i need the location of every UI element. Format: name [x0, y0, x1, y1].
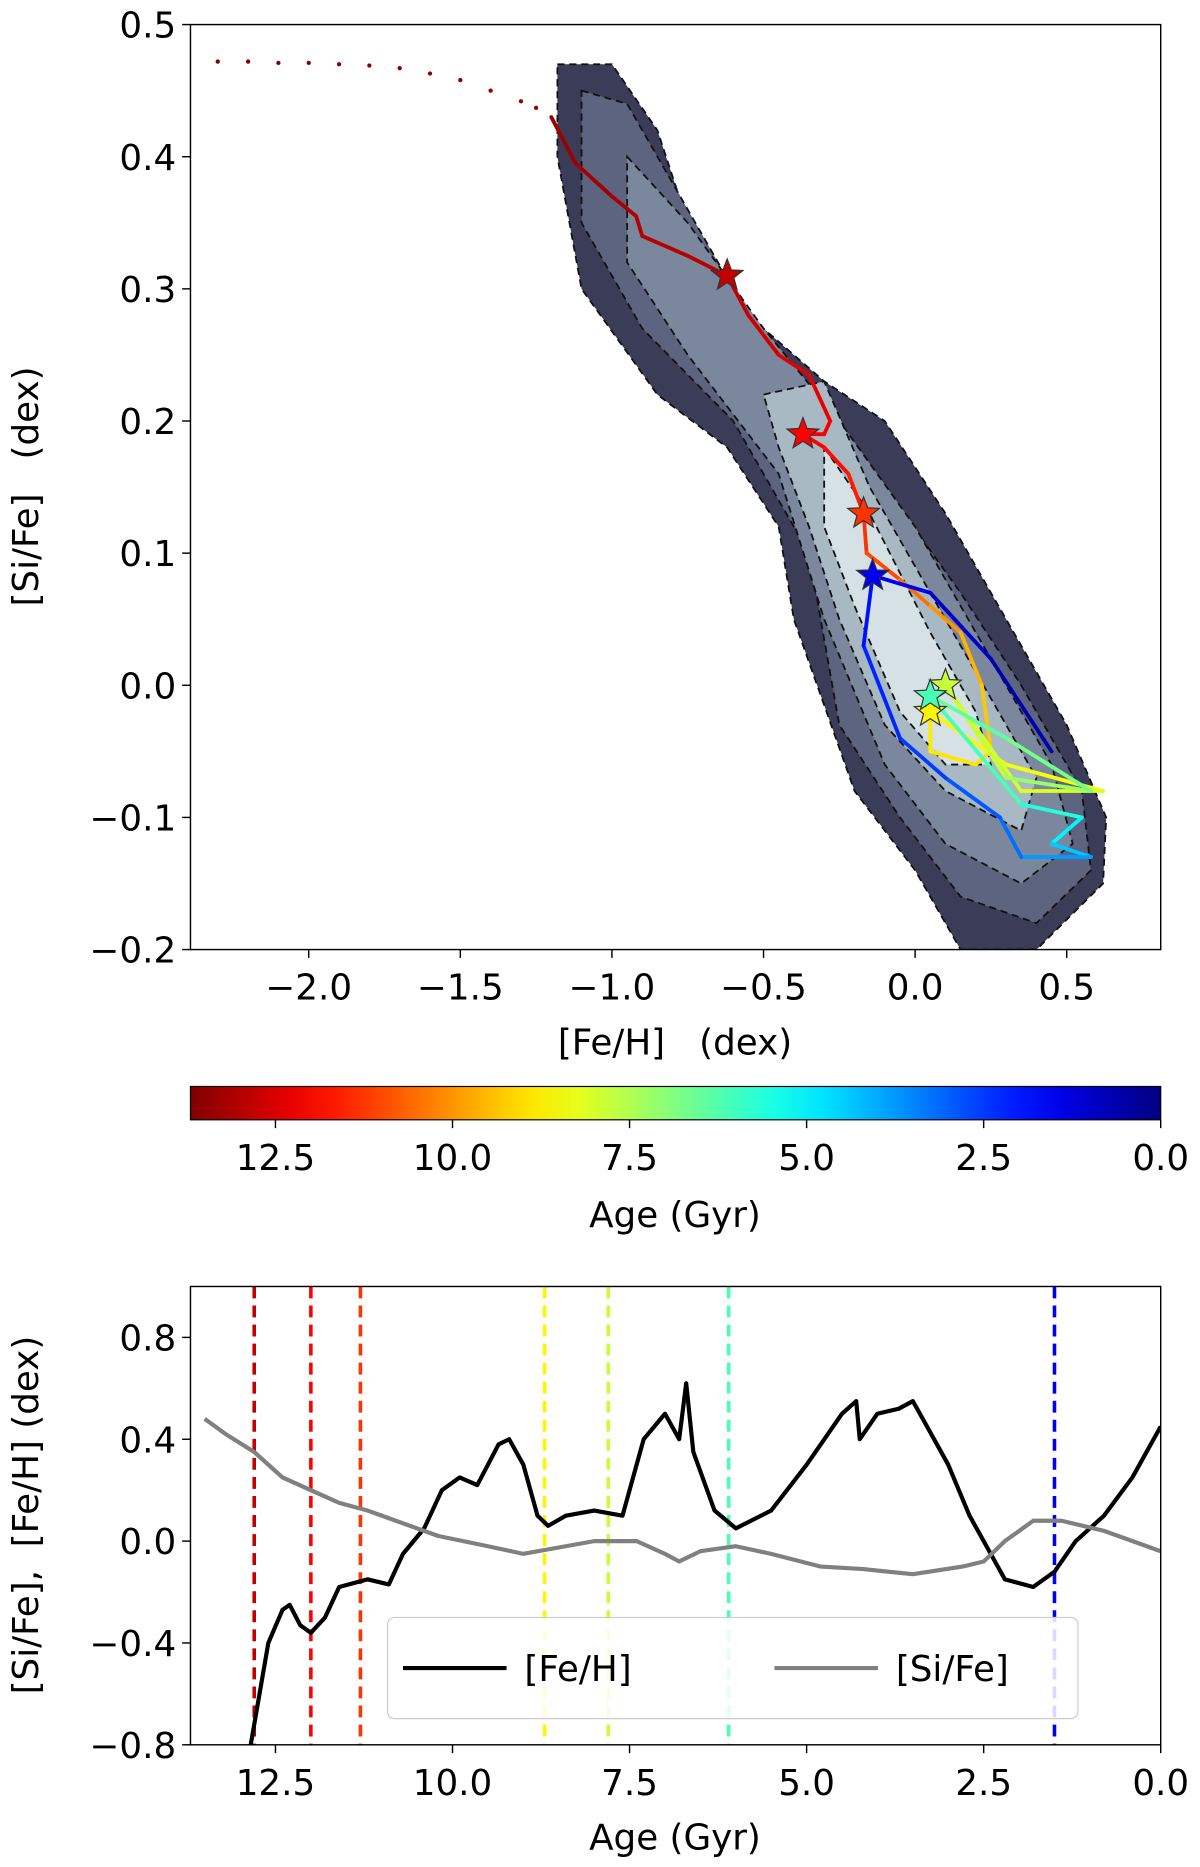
early-track-dot: [518, 99, 524, 104]
y-tick-label: 0.5: [119, 6, 176, 47]
track-segment: [998, 815, 1024, 859]
bottom-y-label: [Si/Fe], [Fe/H] (dex): [6, 1336, 47, 1695]
top-y-label: [Si/Fe] (dex): [6, 366, 47, 606]
y-tick-label: −0.1: [89, 799, 176, 840]
star-marker: [785, 415, 821, 450]
early-track-dot: [306, 60, 311, 66]
track-segment: [861, 573, 875, 648]
y-tick-label: 0.0: [119, 1522, 176, 1563]
track-segment: [1004, 736, 1093, 793]
y-tick-label: 0.4: [119, 1420, 176, 1461]
track-segment: [928, 693, 1008, 741]
early-track-dot: [427, 71, 433, 76]
star-marker: [846, 495, 882, 529]
x-tick-label: −1.5: [417, 968, 504, 1009]
track-segment: [822, 445, 851, 476]
track-segment: [979, 683, 993, 754]
track-segment: [958, 630, 984, 688]
x-tick-label: 7.5: [601, 1763, 658, 1804]
y-tick-label: 0.3: [119, 270, 176, 311]
early-track-dot: [397, 66, 402, 71]
track-segment: [928, 604, 963, 635]
x-tick-label: 5.0: [778, 1763, 835, 1804]
legend-label: [Si/Fe]: [896, 1649, 1009, 1690]
track-segment: [870, 573, 933, 595]
x-tick-label: 2.5: [955, 1763, 1012, 1804]
y-tick-label: 0.1: [119, 534, 176, 575]
track-segment: [928, 693, 1024, 807]
track-segment: [943, 683, 1008, 780]
track-segment: [573, 161, 614, 199]
track-segment: [1019, 802, 1084, 820]
track-segment: [928, 749, 978, 767]
y-tick-label: 0.0: [119, 666, 176, 707]
track-segment: [610, 194, 639, 219]
colorbar-tick-label: 5.0: [778, 1138, 835, 1179]
track-segment: [807, 372, 833, 423]
track-segment: [746, 313, 781, 357]
x-tick-label: 0.0: [1132, 1763, 1189, 1804]
axes-overlay: −2.0 −1.5 −1.0 −0.5 0.0 0.5 −0.2 −0.1 0.0 0.1 0.2 0…: [89, 6, 1189, 1804]
track-segment: [864, 551, 902, 582]
star-marker: [928, 666, 963, 701]
track-segment: [634, 214, 645, 238]
colorbar: [189, 1085, 1162, 1121]
x-tick-label: −0.5: [720, 968, 807, 1009]
track-segment: [898, 736, 948, 780]
top-plot-area: [215, 59, 1108, 950]
track-segment: [928, 590, 993, 661]
legend-label: [Fe/H]: [524, 1649, 631, 1690]
x-tick-label: 10.0: [413, 1763, 493, 1804]
star-marker: [912, 677, 948, 711]
star-marker: [912, 693, 948, 727]
track-segment: [822, 419, 833, 437]
track-segment: [1004, 775, 1093, 793]
track-segment: [549, 115, 578, 166]
bottom-x-label: Age (Gyr): [589, 1818, 761, 1859]
colorbar-label: Age (Gyr): [589, 1195, 761, 1236]
y-tick-label: −0.8: [89, 1726, 176, 1767]
x-tick-label: 0.5: [1038, 968, 1095, 1009]
colorbar-tick-label: 7.5: [601, 1138, 658, 1179]
track-segment: [1049, 841, 1093, 859]
early-track-dot: [245, 59, 251, 64]
track-segment: [1049, 815, 1084, 846]
early-track-dot: [533, 105, 539, 110]
early-track-dot: [215, 59, 220, 64]
y-tick-label: −0.4: [89, 1624, 176, 1665]
early-track-dot: [276, 60, 281, 66]
x-tick-label: 0.0: [887, 968, 944, 1009]
top-frame: [189, 23, 1162, 951]
track-segment: [640, 234, 690, 258]
early-track-dot: [367, 63, 372, 68]
star-marker: [709, 257, 745, 291]
colorbar-tick-label: 0.0: [1132, 1138, 1189, 1179]
top-x-label: [Fe/H] (dex): [558, 1022, 792, 1063]
early-track-dot: [458, 77, 463, 83]
colorbar-tick-label: 12.5: [236, 1138, 316, 1179]
y-tick-label: −0.2: [89, 931, 176, 972]
track-segment: [776, 353, 811, 377]
legend-box: [386, 1616, 1079, 1720]
track-segment: [943, 775, 1002, 820]
track-segment: [861, 643, 902, 741]
early-track-dot: [336, 62, 342, 67]
star-marker: [855, 557, 891, 591]
colorbar-tick-label: 2.5: [955, 1138, 1012, 1179]
colorbar-tick-label: 10.0: [413, 1138, 493, 1179]
series-line: [248, 1381, 1161, 1745]
x-tick-label: 12.5: [236, 1763, 316, 1804]
y-tick-label: 0.8: [119, 1318, 176, 1359]
y-tick-label: 0.2: [119, 402, 176, 443]
x-tick-label: −2.0: [265, 968, 352, 1009]
bottom-frame: [189, 1285, 1162, 1746]
early-track-dot: [488, 88, 493, 93]
y-tick-label: 0.4: [119, 138, 176, 179]
series-line: [203, 1417, 1161, 1577]
track-segment: [989, 656, 1054, 754]
x-tick-label: −1.0: [569, 968, 656, 1009]
